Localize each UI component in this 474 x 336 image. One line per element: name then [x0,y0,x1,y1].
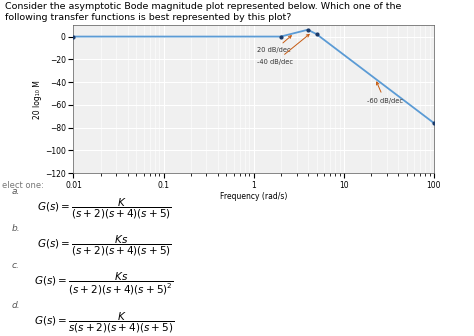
Text: -60 dB/dec: -60 dB/dec [367,82,402,103]
Y-axis label: 20 log₁₀ M: 20 log₁₀ M [33,80,42,119]
Text: $G(s) = \dfrac{K}{s(s+2)(s+4)(s+5)}$: $G(s) = \dfrac{K}{s(s+2)(s+4)(s+5)}$ [34,311,174,335]
Text: 20 dB/dec: 20 dB/dec [257,36,292,53]
Text: $G(s) = \dfrac{Ks}{(s+2)(s+4)(s+5)}$: $G(s) = \dfrac{Ks}{(s+2)(s+4)(s+5)}$ [37,234,172,258]
Text: elect one:: elect one: [2,181,44,191]
Text: $G(s) = \dfrac{K}{(s+2)(s+4)(s+5)}$: $G(s) = \dfrac{K}{(s+2)(s+4)(s+5)}$ [37,197,172,221]
Text: Consider the asymptotic Bode magnitude plot represented below. Which one of the: Consider the asymptotic Bode magnitude p… [5,2,401,11]
Text: following transfer functions is best represented by this plot?: following transfer functions is best rep… [5,13,291,23]
Text: c.: c. [12,261,20,270]
Text: b.: b. [12,224,20,233]
X-axis label: Frequency (rad/s): Frequency (rad/s) [220,193,287,202]
Text: a.: a. [12,187,20,196]
Text: -40 dB/dec: -40 dB/dec [257,34,309,65]
Text: $G(s) = \dfrac{Ks}{(s+2)(s+4)(s+5)^2}$: $G(s) = \dfrac{Ks}{(s+2)(s+4)(s+5)^2}$ [35,270,174,297]
Text: d.: d. [12,301,20,310]
